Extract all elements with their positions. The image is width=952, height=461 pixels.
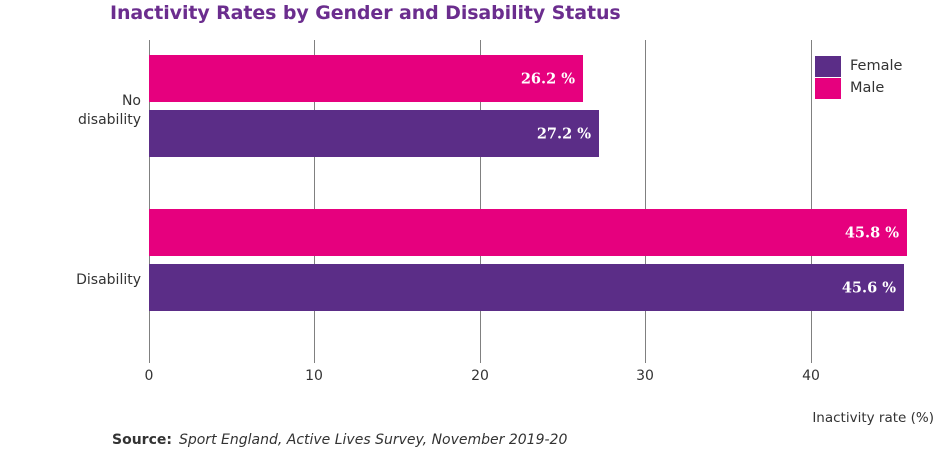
bar-value-label: 26.2 %: [520, 70, 575, 87]
bar-value-label: 27.2 %: [536, 125, 591, 142]
y-label-line-1: Disability: [76, 272, 141, 288]
legend-swatch-male: [815, 77, 841, 99]
y-axis-line: [149, 40, 150, 350]
legend-swatch-female: [815, 55, 841, 77]
x-tick-label-30: 30: [636, 368, 654, 384]
x-tick-20: [480, 350, 481, 363]
source-text: Sport England, Active Lives Survey, Nove…: [178, 432, 568, 448]
gridline-10: [314, 40, 315, 350]
x-tick-0: [149, 350, 150, 363]
y-axis-labels: No disability Disability: [0, 0, 141, 461]
x-tick-10: [314, 350, 315, 363]
gridline-40: [811, 40, 812, 350]
plot-area: 26.2 % 27.2 % 45.8 % 45.6 %: [149, 40, 907, 350]
x-tick-40: [811, 350, 812, 363]
bar-value-label: 45.6 %: [841, 279, 896, 296]
x-tick-30: [645, 350, 646, 363]
gridline-30: [645, 40, 646, 350]
legend-label-female: Female: [850, 58, 903, 74]
legend-item-male[interactable]: Male: [815, 77, 902, 99]
source-note: Source: Sport England, Active Lives Surve…: [112, 432, 567, 448]
bar-disability-male[interactable]: 45.8 %: [149, 209, 907, 256]
bar-disability-female[interactable]: 45.6 %: [149, 264, 904, 311]
y-label-line-1: No: [121, 93, 141, 109]
bar-no-disability-female[interactable]: 27.2 %: [149, 110, 599, 157]
source-label: Source:: [112, 432, 172, 448]
x-tick-label-40: 40: [802, 368, 820, 384]
bar-no-disability-male[interactable]: 26.2 %: [149, 55, 583, 102]
legend-item-female[interactable]: Female: [815, 55, 902, 77]
bar-value-label: 45.8 %: [844, 224, 899, 241]
chart-title: Inactivity Rates by Gender and Disabilit…: [110, 2, 621, 24]
x-tick-label-10: 10: [305, 368, 323, 384]
gridline-20: [480, 40, 481, 350]
chart-legend: Female Male: [815, 55, 902, 99]
y-axis-label-no-disability: No disability: [1, 92, 141, 130]
x-tick-label-20: 20: [471, 368, 489, 384]
y-axis-label-disability: Disability: [1, 271, 141, 290]
x-axis-title: Inactivity rate (%): [812, 410, 934, 426]
y-label-line-2: disability: [78, 112, 141, 128]
legend-label-male: Male: [850, 80, 885, 96]
x-tick-label-0: 0: [144, 368, 154, 384]
